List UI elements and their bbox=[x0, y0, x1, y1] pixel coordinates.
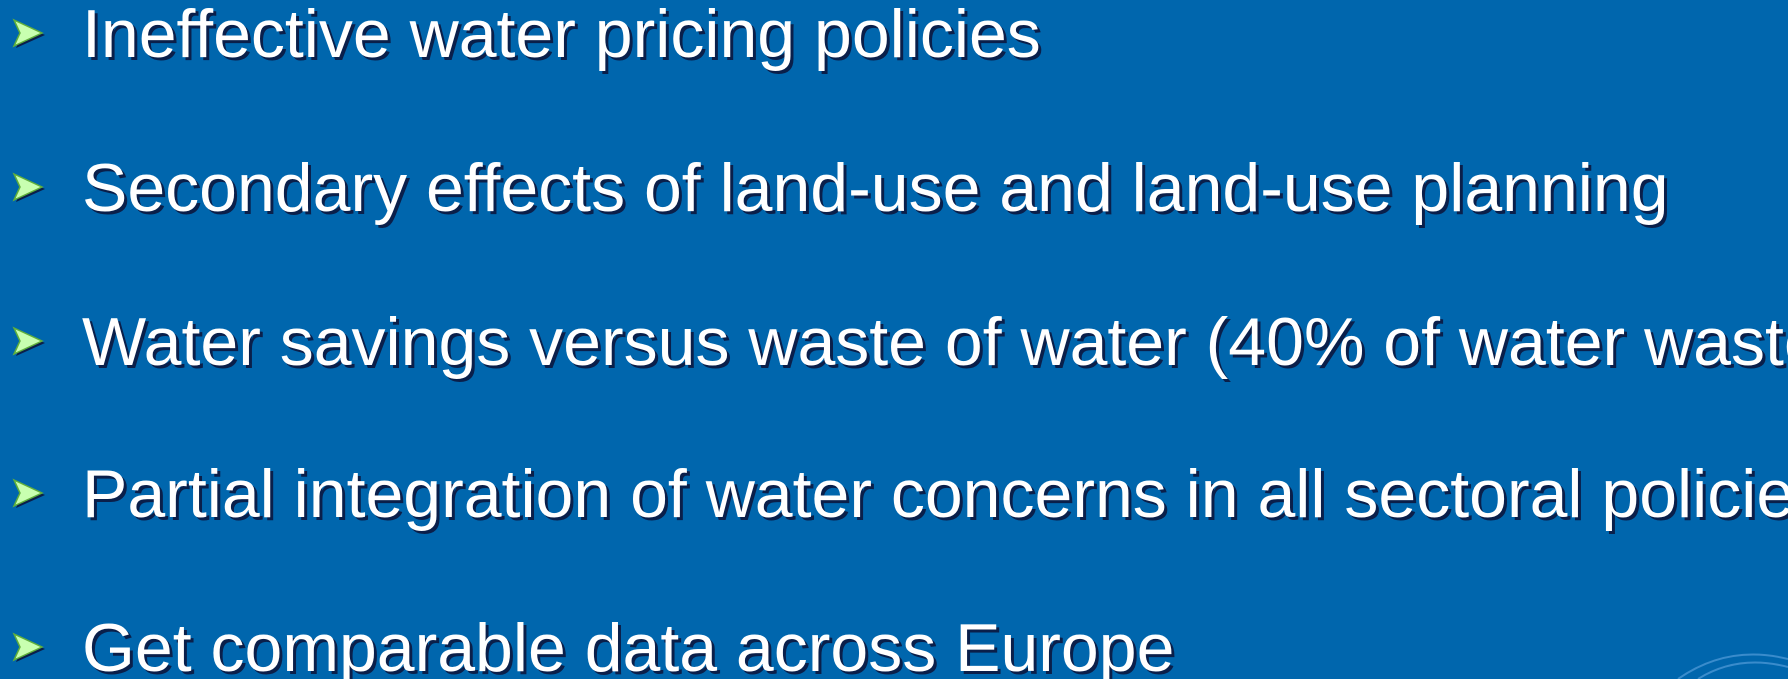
bullet-item: Secondary effects of land-use and land-u… bbox=[0, 143, 1788, 233]
bullet-text: Get comparable data across Europe bbox=[82, 610, 1175, 679]
bullet-item: Ineffective water pricing policies bbox=[0, 0, 1788, 79]
bullet-text: Water savings versus waste of water (40%… bbox=[82, 304, 1788, 380]
bullet-arrow bbox=[12, 632, 45, 662]
bullet-item: Water savings versus waste of water (40%… bbox=[0, 297, 1788, 387]
decoration bbox=[1677, 653, 1788, 679]
bullet-item: Get comparable data across Europe bbox=[0, 603, 1788, 679]
bullet-arrow bbox=[12, 172, 45, 202]
bullet-text: Secondary effects of land-use and land-u… bbox=[82, 150, 1669, 226]
bullet-arrow bbox=[12, 326, 45, 356]
bullet-arrow bbox=[12, 478, 45, 508]
bullet-text: Ineffective water pricing policies bbox=[82, 0, 1041, 72]
bullet-text: Partial integration of water concerns in… bbox=[82, 456, 1788, 532]
bullet-item: Partial integration of water concerns in… bbox=[0, 449, 1788, 539]
bullet-arrow bbox=[12, 18, 45, 48]
